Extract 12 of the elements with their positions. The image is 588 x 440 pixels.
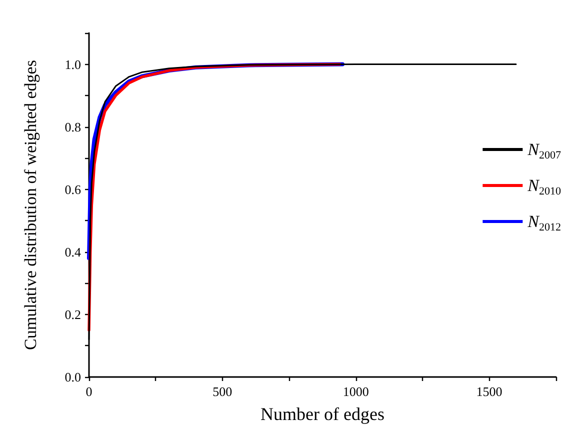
x-tick-label: 1500 xyxy=(476,384,502,399)
y-tick-label: 0.8 xyxy=(64,119,81,134)
y-tick-label: 0.2 xyxy=(64,306,81,322)
x-axis-title: Number of edges xyxy=(260,404,384,424)
y-axis-title: Cumulative distribution of weighted edges xyxy=(21,60,40,350)
y-tick-label: 0.6 xyxy=(64,182,82,197)
y-tick-label: 0.0 xyxy=(64,370,81,384)
y-tick-label: 1.0 xyxy=(64,56,81,72)
x-tick-label: 0 xyxy=(86,384,92,399)
x-tick-label: 1000 xyxy=(342,384,369,399)
x-tick-label: 500 xyxy=(212,384,232,399)
y-tick-label: 0.4 xyxy=(64,244,82,260)
